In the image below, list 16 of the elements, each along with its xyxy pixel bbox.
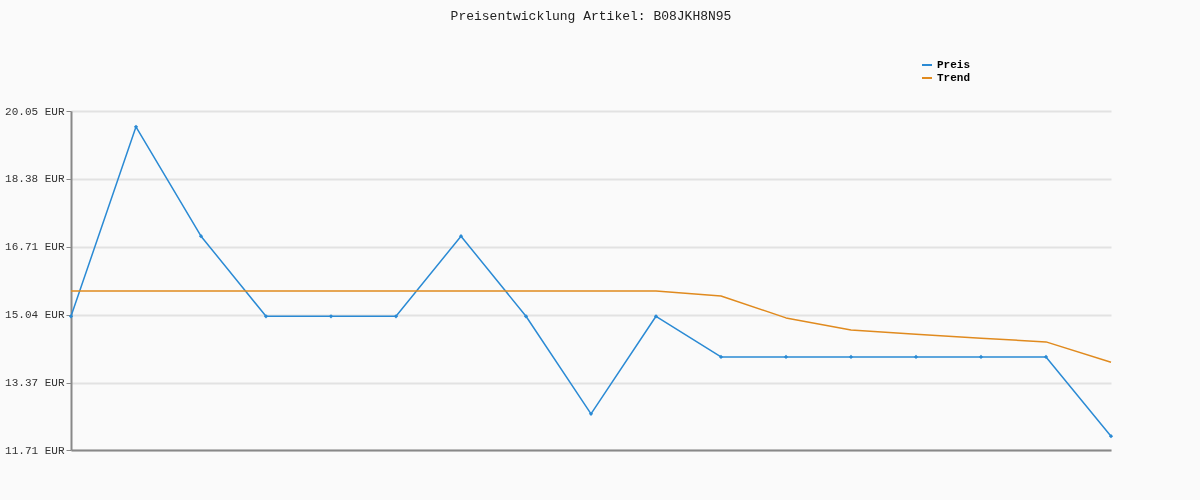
y-tick-label: 15.04 EUR bbox=[5, 309, 65, 322]
point bbox=[718, 354, 724, 360]
y-tick-label: 18.38 EUR bbox=[5, 173, 65, 186]
legend-label: Preis bbox=[937, 59, 971, 71]
point bbox=[913, 354, 919, 360]
point bbox=[848, 354, 854, 360]
point bbox=[1043, 354, 1049, 360]
y-tick-label: 11.71 EUR bbox=[5, 444, 65, 457]
legend-label: Trend bbox=[937, 72, 971, 84]
point bbox=[783, 354, 789, 360]
point bbox=[978, 354, 984, 360]
y-tick-label: 20.05 EUR bbox=[5, 105, 65, 118]
chart-title: Preisentwicklung Artikel: B08JKH8N95 bbox=[450, 9, 732, 24]
line-series bbox=[70, 290, 1112, 363]
y-tick-label: 16.71 EUR bbox=[5, 241, 65, 254]
y-tick-label: 13.37 EUR bbox=[5, 377, 65, 390]
